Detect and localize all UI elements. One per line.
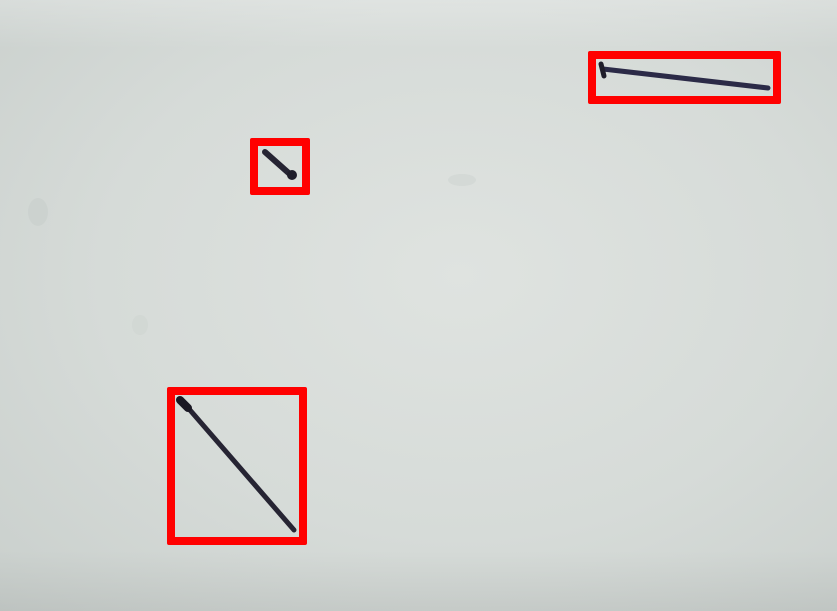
surface-smudge [132, 315, 148, 335]
detection-box-small-fragment [250, 138, 310, 195]
surface-smudge [28, 198, 48, 226]
nail-diagonal [176, 396, 297, 533]
detection-box-horizontal-nail [588, 51, 781, 104]
nail-horizontal [598, 61, 771, 91]
detection-box-diagonal-nail [167, 387, 307, 545]
nail-head-fragment [262, 149, 297, 180]
surface-smudge [448, 174, 476, 186]
